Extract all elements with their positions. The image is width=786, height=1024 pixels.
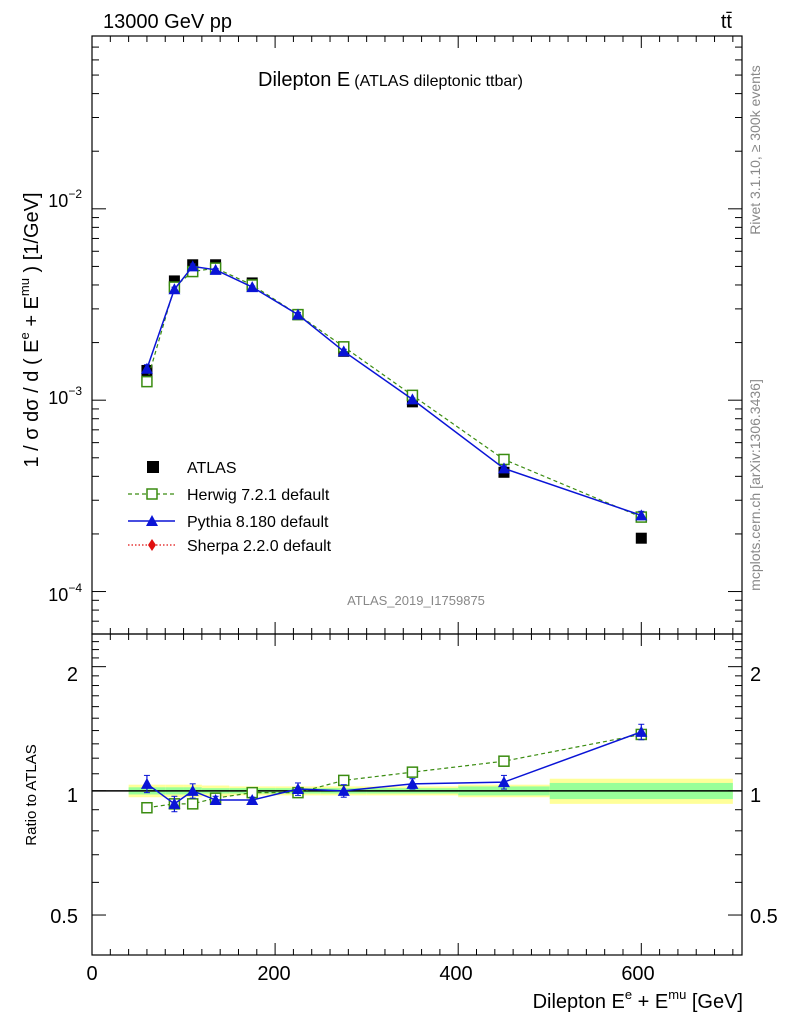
y-tick-label: 10−2: [48, 187, 82, 211]
main-y-axis-label: 1 / σ dσ / d ( Ee + Emu ) [1/GeV]: [17, 192, 43, 467]
mcplots-label: mcplots.cern.ch [arXiv:1306.3436]: [747, 379, 763, 591]
x-tick-label: 600: [621, 963, 654, 985]
process-label: tt̄: [721, 11, 733, 33]
x-tick-label: 0: [86, 963, 97, 985]
pythia-point: [186, 260, 199, 272]
legend: ATLAS Herwig 7.2.1 default Pythia 8.180 …: [128, 460, 332, 555]
legend-pythia-label: Pythia 8.180 default: [187, 514, 329, 531]
ratio-pythia-point: [168, 797, 181, 809]
ratio-pythia-point: [406, 777, 419, 789]
plot-frames: [91, 35, 743, 956]
pythia-point: [406, 393, 419, 405]
legend-atlas-marker: [147, 461, 159, 473]
ratio-y-axis-label: Ratio to ATLAS: [23, 744, 40, 845]
ratio-herwig-point: [498, 755, 510, 767]
legend-atlas-label: ATLAS: [187, 460, 237, 477]
ratio-herwig-point: [338, 774, 350, 787]
energy-label: 13000 GeV pp: [103, 11, 232, 33]
ratio-pythia-point: [140, 777, 153, 789]
legend-herwig-label: Herwig 7.2.1 default: [187, 487, 330, 504]
ratio-pythia-point: [291, 783, 304, 795]
ratio-pythia-point: [337, 784, 350, 796]
atlas-point: [168, 275, 180, 287]
y-tick-label: 10−4: [48, 581, 82, 605]
plot-title: Dilepton E (ATLAS dileptonic ttbar): [258, 69, 523, 91]
rivet-label: Rivet 3.1.10, ≥ 300k events: [747, 65, 763, 235]
ratio-plot-frame: [91, 633, 743, 956]
pythia-line: [146, 265, 642, 517]
ratio-pythia-line: [146, 731, 642, 805]
pythia-point: [337, 345, 350, 357]
ratio-pythia-point: [497, 776, 510, 788]
pythia-point: [168, 283, 181, 295]
x-tick-label: 200: [257, 963, 290, 985]
data-series: [140, 259, 648, 814]
x-axis-label: Dilepton Ee + Emu [GeV]: [533, 987, 743, 1013]
ratio-pythia-point: [209, 794, 222, 806]
ratio-herwig-point: [186, 798, 199, 810]
ratio-y-tick-label-right: 2: [750, 664, 761, 686]
ratio-herwig-line: [146, 733, 642, 809]
ratio-pythia-point: [186, 784, 199, 796]
pythia-point: [246, 281, 259, 293]
atlas-point: [635, 532, 647, 544]
ratio-pythia-point: [246, 794, 259, 806]
ratio-pythia-point: [635, 725, 648, 737]
axis-ticks: [91, 35, 742, 956]
ratio-herwig-point: [406, 766, 419, 778]
x-tick-label: 400: [439, 963, 472, 985]
legend-pythia-marker: [146, 515, 158, 526]
ratio-y-tick-label-right: 1: [750, 785, 761, 807]
y-tick-label: 10−3: [48, 384, 82, 408]
analysis-watermark: ATLAS_2019_I1759875: [347, 593, 485, 608]
pythia-point: [635, 509, 648, 521]
legend-sherpa-marker: [148, 539, 156, 551]
herwig-point: [141, 375, 153, 388]
pythia-point: [497, 462, 510, 474]
ratio-y-tick-label: 0.5: [50, 906, 78, 928]
legend-sherpa-label: Sherpa 2.2.0 default: [187, 538, 332, 555]
pythia-point: [291, 308, 304, 320]
ratio-y-tick-label: 2: [67, 664, 78, 686]
ratio-herwig-point: [141, 801, 153, 814]
legend-herwig-marker: [146, 488, 158, 500]
ratio-y-tick-label: 1: [67, 785, 78, 807]
ratio-y-tick-label-right: 0.5: [750, 906, 778, 928]
pythia-point: [209, 263, 222, 275]
herwig-line: [146, 267, 642, 518]
pythia-point: [140, 362, 153, 374]
